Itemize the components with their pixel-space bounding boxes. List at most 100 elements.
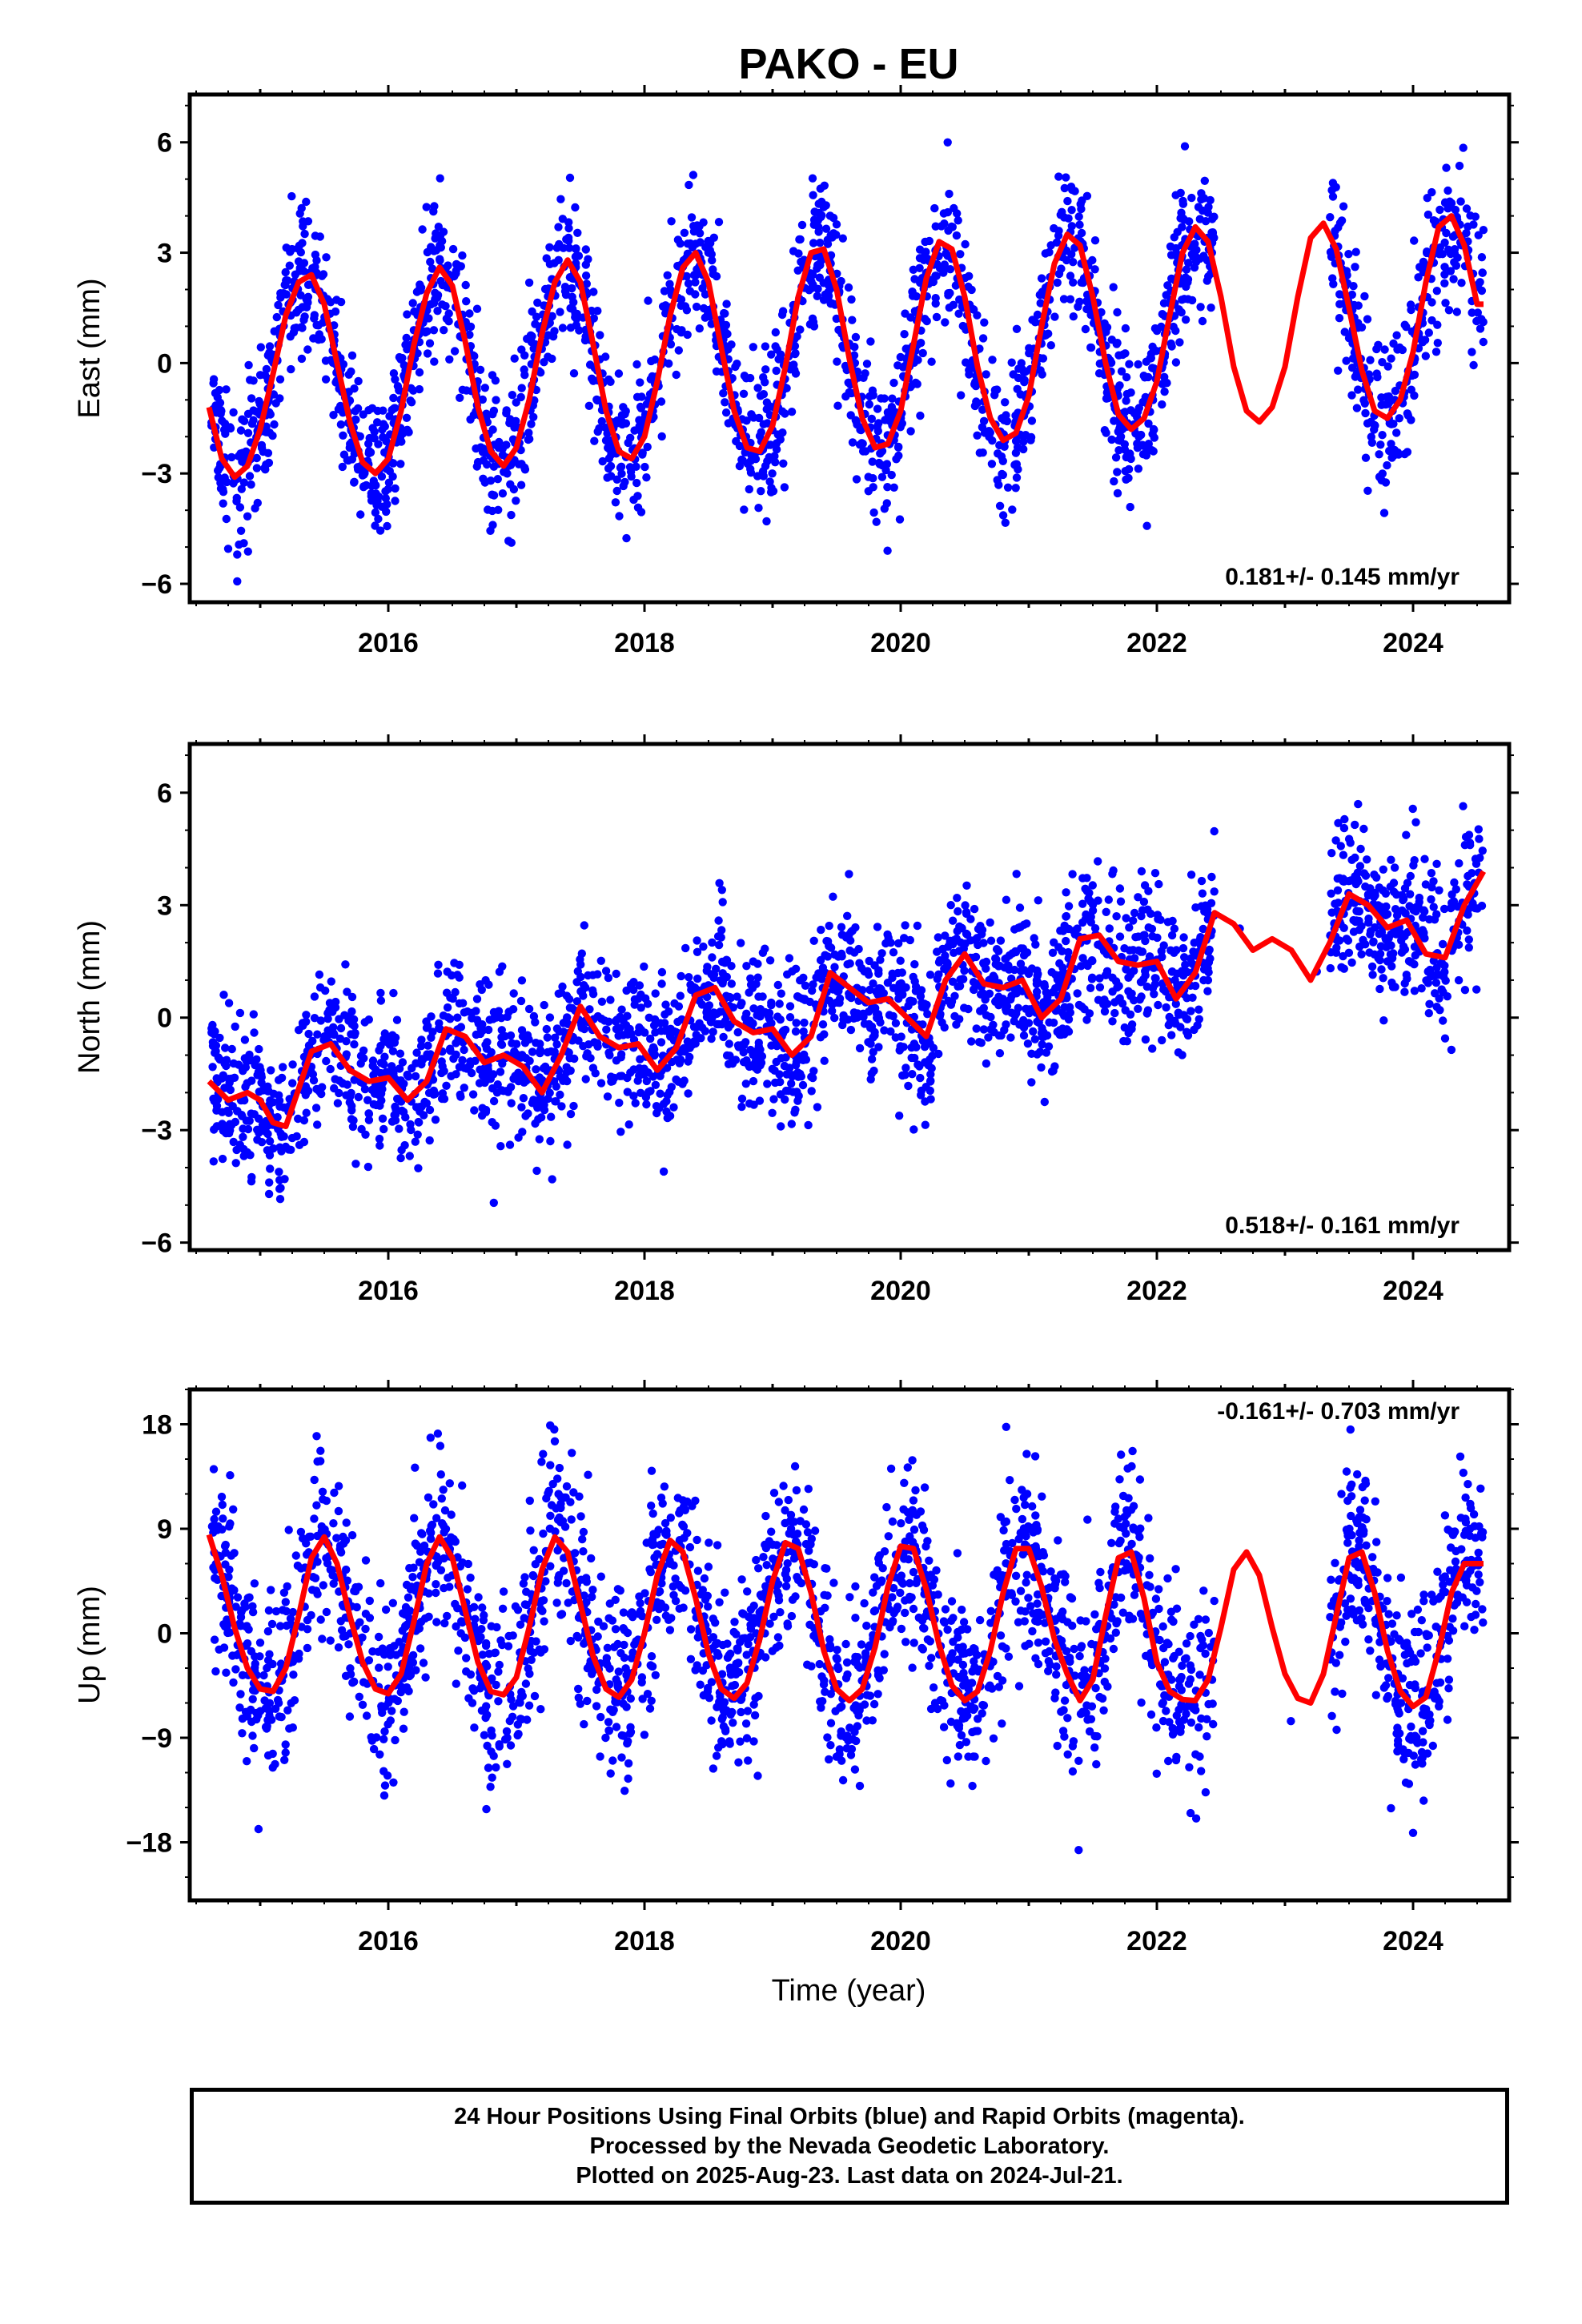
data-point [1372, 369, 1381, 378]
data-point [1374, 901, 1383, 910]
data-point [708, 255, 717, 265]
data-point [218, 416, 227, 425]
data-point [761, 342, 770, 351]
data-point [709, 1027, 717, 1036]
data-point [562, 991, 572, 1000]
data-point [1139, 897, 1149, 907]
data-point [769, 1095, 778, 1104]
data-point [869, 1047, 877, 1056]
data-point [1414, 273, 1423, 282]
data-point [243, 428, 253, 437]
data-point [1021, 431, 1030, 440]
data-point [374, 493, 383, 501]
data-point [638, 450, 647, 459]
data-point [1469, 360, 1478, 370]
data-point [1038, 1040, 1046, 1049]
data-point [934, 958, 944, 967]
data-point [1383, 957, 1392, 966]
data-point [676, 1056, 685, 1066]
data-point [796, 235, 805, 244]
data-point [772, 366, 781, 376]
data-point [1020, 966, 1029, 975]
data-point [378, 1114, 387, 1124]
data-point [1201, 901, 1210, 910]
data-point [818, 1020, 828, 1029]
data-point [1058, 963, 1067, 972]
data-point [761, 365, 770, 374]
data-point [1203, 276, 1212, 285]
data-point [1410, 391, 1419, 400]
data-point [640, 462, 649, 472]
model-curve-north [207, 870, 1487, 1129]
data-point [597, 997, 607, 1007]
data-point [1062, 246, 1071, 255]
data-point [460, 1063, 469, 1072]
data-point [1424, 1009, 1434, 1018]
data-point [612, 1015, 621, 1024]
data-point [1435, 994, 1443, 1003]
data-point [771, 328, 780, 337]
data-point [746, 974, 755, 983]
data-point [616, 1023, 624, 1032]
data-point [714, 940, 724, 950]
data-point [623, 1088, 632, 1096]
data-point [210, 1030, 219, 1039]
data-point [1064, 1015, 1074, 1024]
data-point [1479, 337, 1488, 347]
data-point [1174, 305, 1183, 314]
data-point [315, 232, 324, 241]
data-point [524, 1035, 533, 1044]
data-point [961, 901, 970, 910]
data-point [265, 1136, 275, 1146]
data-point [1432, 287, 1442, 296]
data-point [1019, 375, 1029, 384]
data-point [1351, 879, 1361, 889]
data-point [520, 371, 529, 380]
data-point [889, 1011, 897, 1021]
data-point [1377, 476, 1386, 485]
data-point [858, 439, 867, 448]
data-point [821, 224, 831, 233]
data-point [1361, 882, 1370, 891]
data-point [812, 973, 821, 982]
data-point [927, 357, 936, 366]
data-point [913, 921, 922, 931]
data-point [322, 1056, 331, 1066]
data-point [1440, 279, 1449, 287]
data-point [1449, 897, 1459, 906]
data-point [389, 459, 398, 468]
data-point [335, 1034, 345, 1043]
data-point [1424, 328, 1434, 337]
data-point [1355, 926, 1364, 935]
data-point [363, 1162, 373, 1172]
data-point [302, 1011, 311, 1019]
data-point [1457, 279, 1466, 287]
data-point [596, 331, 604, 340]
data-point [1376, 942, 1386, 951]
data-point [453, 1013, 462, 1022]
data-point [1367, 962, 1377, 971]
data-point [503, 469, 512, 478]
data-point [456, 1092, 465, 1101]
data-point [1191, 239, 1199, 248]
data-point [1327, 252, 1336, 261]
data-point [891, 1033, 901, 1042]
data-point [1126, 991, 1135, 1001]
data-point [776, 1015, 785, 1024]
data-point [375, 1046, 383, 1055]
data-point [229, 408, 238, 417]
data-point [443, 967, 452, 976]
data-point [808, 174, 817, 183]
data-point [416, 280, 424, 289]
data-point [213, 393, 222, 402]
data-point [412, 287, 422, 296]
data-point [777, 1122, 785, 1131]
data-point [1125, 360, 1134, 368]
data-point [1198, 206, 1207, 215]
data-point [1067, 206, 1076, 215]
data-point [1403, 448, 1412, 456]
data-point [992, 945, 1002, 954]
data-point [1134, 404, 1144, 412]
data-point [299, 1116, 309, 1125]
